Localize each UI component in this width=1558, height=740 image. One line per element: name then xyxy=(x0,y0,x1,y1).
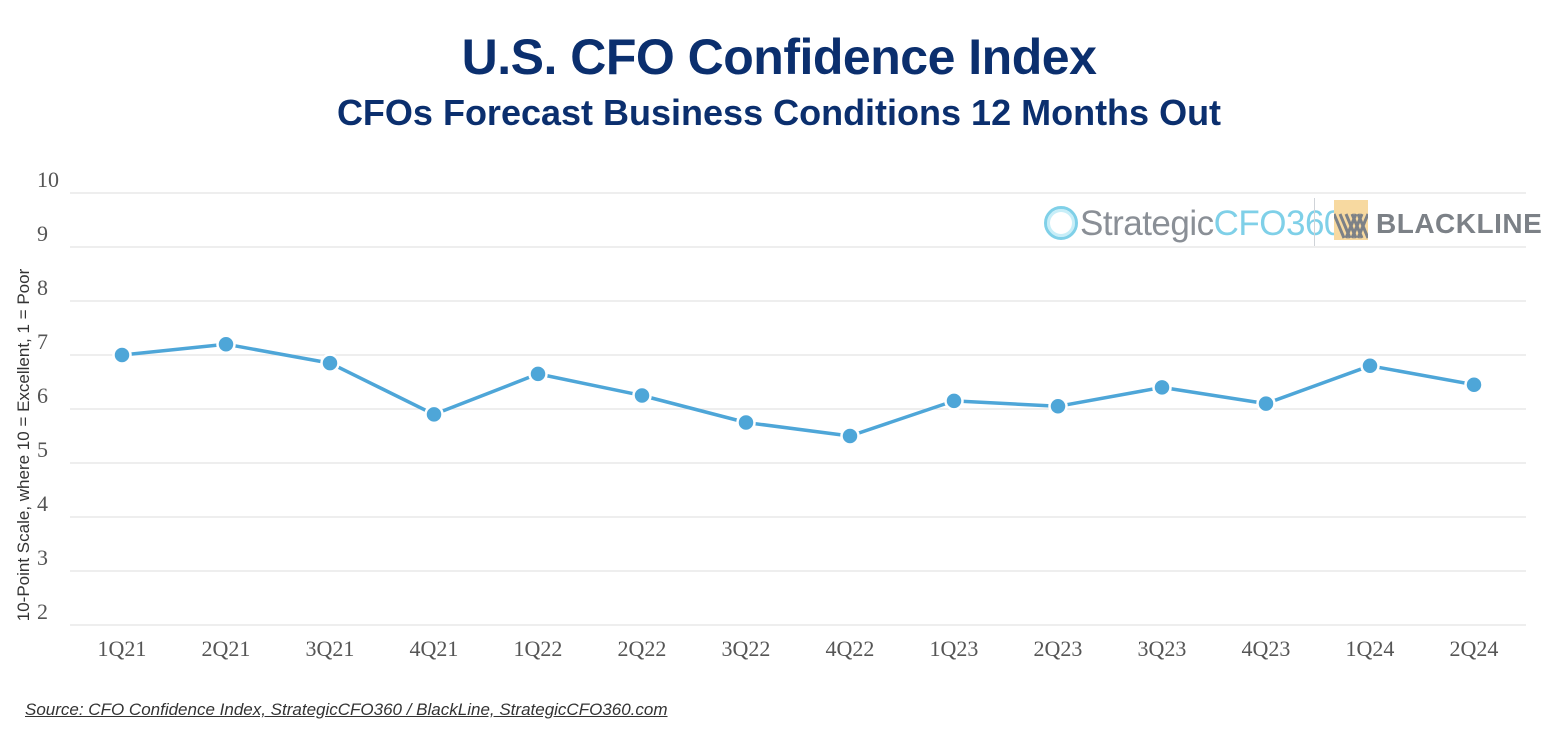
strategiccfo360-logo: StrategicCFO360 xyxy=(1044,204,1343,244)
x-tick-label: 2Q24 xyxy=(1450,636,1499,661)
y-tick-label: 8 xyxy=(37,275,48,300)
x-tick-label: 2Q21 xyxy=(202,636,251,661)
blackline-mark-icon xyxy=(1334,200,1368,240)
data-point xyxy=(1256,393,1276,414)
y-tick-label: 9 xyxy=(37,221,48,246)
source-note: Source: CFO Confidence Index, StrategicC… xyxy=(25,700,668,719)
y-tick-label: 2 xyxy=(37,599,48,624)
y-tick-label: 10 xyxy=(37,167,59,192)
x-tick-label: 3Q22 xyxy=(722,636,771,661)
logo-divider xyxy=(1314,198,1315,246)
data-point xyxy=(1360,356,1380,376)
x-tick-label: 4Q22 xyxy=(826,636,875,661)
x-tick-label: 1Q23 xyxy=(930,636,979,661)
data-point xyxy=(1464,374,1484,395)
data-point xyxy=(216,334,236,354)
x-tick-label: 1Q22 xyxy=(514,636,563,661)
data-point xyxy=(1152,377,1172,398)
x-tick-label: 2Q22 xyxy=(618,636,667,661)
logo-strategic-text: Strategic xyxy=(1080,204,1214,243)
y-tick-label: 5 xyxy=(37,437,48,462)
data-point xyxy=(632,385,652,406)
data-point xyxy=(320,353,340,373)
data-point xyxy=(112,345,132,365)
x-tick-label: 3Q23 xyxy=(1138,636,1187,661)
data-point xyxy=(944,391,964,411)
y-tick-label: 7 xyxy=(37,329,48,354)
data-point xyxy=(736,412,756,433)
data-point xyxy=(528,364,548,384)
logo-cfo360-text: CFO360 xyxy=(1213,204,1344,243)
x-tick-label: 1Q21 xyxy=(98,636,147,661)
x-tick-label: 4Q21 xyxy=(410,636,459,661)
logo-blackline-text: BLACKLINE xyxy=(1376,208,1543,239)
data-point xyxy=(1048,396,1068,417)
blackline-logo: BLACKLINE xyxy=(1334,200,1542,240)
x-tick-label: 4Q23 xyxy=(1242,636,1291,661)
data-point xyxy=(424,404,444,425)
x-tick-label: 1Q24 xyxy=(1346,636,1395,661)
y-tick-label: 3 xyxy=(37,545,48,570)
series-line xyxy=(121,342,1475,438)
strategiccfo360-ring-icon xyxy=(1044,206,1078,240)
y-tick-label: 6 xyxy=(37,383,48,408)
chart-title: U.S. CFO Confidence Index xyxy=(461,29,1097,85)
data-point xyxy=(840,426,860,446)
chart-subtitle: CFOs Forecast Business Conditions 12 Mon… xyxy=(336,92,1222,133)
x-tick-label: 2Q23 xyxy=(1034,636,1083,661)
x-tick-label: 3Q21 xyxy=(306,636,355,661)
y-tick-label: 4 xyxy=(37,491,48,516)
